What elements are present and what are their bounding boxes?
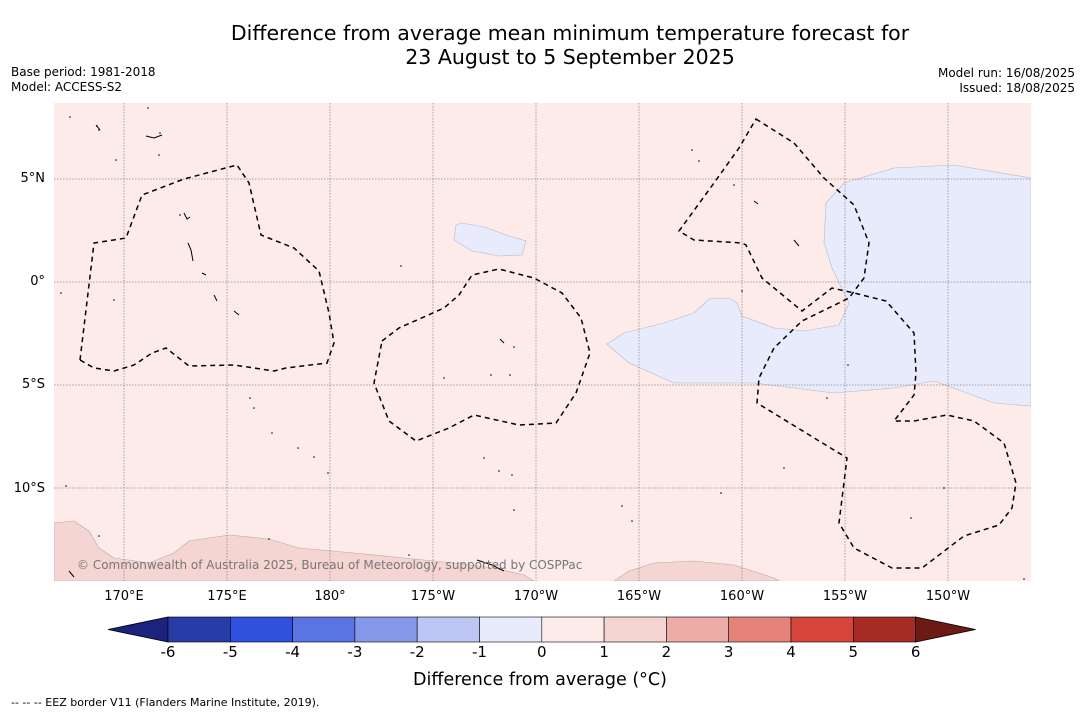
cool-region-east [606, 164, 1031, 407]
lat-label-10s: 10°S [13, 481, 45, 496]
colorbar-tick-label: 2 [661, 643, 672, 661]
lon-label-175e: 175°E [207, 589, 247, 604]
colorbar-tick-label: -6 [160, 643, 176, 661]
credit-text: © Commonwealth of Australia 2025, Bureau… [77, 558, 583, 572]
eez-phoenix [373, 268, 591, 442]
colorbar-tick-label: 1 [599, 643, 609, 661]
colorbar-tick-label: 3 [723, 643, 734, 661]
eez-line-islands [677, 117, 1017, 569]
colorbar-segment [790, 616, 854, 643]
colorbar-segment [603, 616, 667, 643]
lat-label-5s: 5°S [21, 377, 45, 392]
eez-borders [79, 117, 1017, 569]
lat-label-5n: 5°N [20, 171, 46, 186]
cool-region-small [453, 222, 527, 257]
lon-label-150w: 150°W [925, 589, 971, 604]
issued-date: Issued: 18/08/2025 [959, 80, 1075, 95]
islands [68, 124, 800, 578]
eez-kiribati-gilberts [79, 164, 335, 372]
colorbar-tick-label: -3 [347, 643, 363, 661]
colorbar-tick-label: 5 [848, 643, 859, 661]
colorbar-tick-label: -2 [409, 643, 425, 661]
colorbar-segment [728, 616, 792, 643]
base-period: Base period: 1981-2018 [11, 65, 156, 79]
colorbar-segment [167, 616, 231, 643]
lon-label-160w: 160°W [719, 589, 765, 604]
atolls [60, 107, 1025, 580]
lon-label-175w: 175°W [410, 589, 456, 604]
colorbar-segment [479, 616, 543, 643]
lon-label-165w: 165°W [616, 589, 662, 604]
colorbar-segment [230, 616, 293, 643]
colorbar-segment [666, 616, 730, 643]
title-line-1: Difference from average mean minimum tem… [230, 21, 910, 45]
colorbar-tick-label: -5 [222, 643, 238, 661]
colorbar [108, 616, 976, 643]
meta-left: Base period: 1981-2018 Model: ACCESS-S2 [11, 65, 156, 94]
colorbar-label: Difference from average (°C) [413, 670, 667, 690]
map-svg [54, 103, 1031, 581]
lon-label-155w: 155°W [822, 589, 868, 604]
colorbar-tick-label: -1 [472, 643, 487, 661]
lat-label-0: 0° [30, 274, 45, 289]
colorbar-segment [292, 616, 356, 643]
lon-label-180: 180° [314, 589, 346, 604]
chart-title: Difference from average mean minimum tem… [170, 21, 970, 69]
colorbar-segment [541, 616, 605, 643]
eez-footnote: -- -- -- EEZ border V11 (Flanders Marine… [11, 696, 320, 709]
meta-right: Model run: 16/08/2025 Issued: 18/08/2025 [938, 66, 1075, 95]
colorbar-extend-high [915, 616, 976, 643]
graticule [54, 103, 1031, 581]
map-panel[interactable] [54, 103, 1031, 581]
colorbar-tick-label: 0 [537, 643, 547, 661]
colorbar-extend-low [108, 616, 169, 643]
warm-region-southwest [54, 520, 535, 581]
colorbar-tick-label: -4 [285, 643, 301, 661]
colorbar-segment [852, 616, 916, 643]
lon-label-170e: 170°E [104, 589, 144, 604]
colorbar-segment [354, 616, 418, 643]
colorbar-segment [416, 616, 480, 643]
warm-region-south [613, 560, 780, 581]
title-line-2: 23 August to 5 September 2025 [405, 45, 735, 69]
colorbar-tick-label: 6 [910, 643, 921, 661]
lon-label-170w: 170°W [513, 589, 559, 604]
model-run: Model run: 16/08/2025 [937, 66, 1075, 80]
model-name: Model: ACCESS-S2 [11, 79, 123, 94]
colorbar-tick-label: 4 [786, 643, 796, 661]
